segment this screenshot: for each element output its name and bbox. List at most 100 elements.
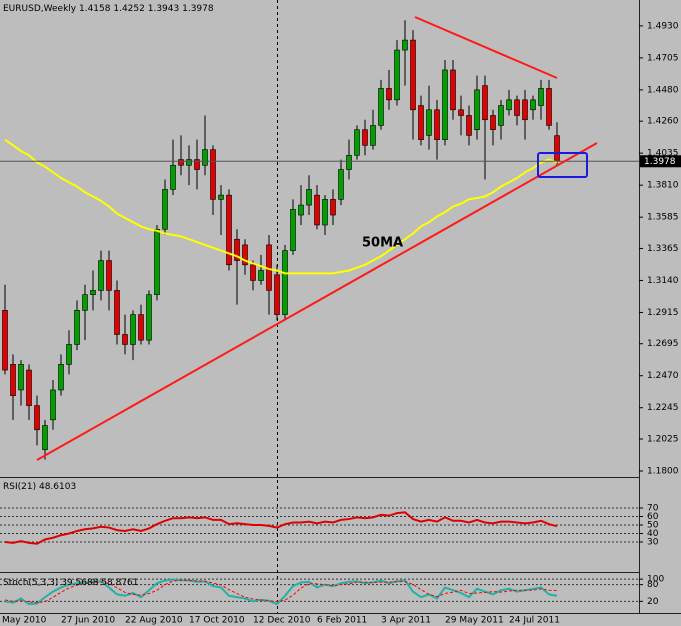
candle-body — [138, 314, 144, 341]
candle-body — [250, 264, 256, 281]
candle-body — [346, 155, 352, 170]
y-tick-label: 20 — [647, 597, 659, 607]
candle-body — [58, 364, 64, 391]
high-value: 1.4252 — [113, 4, 145, 14]
y-tick-label: 40 — [647, 529, 659, 539]
moving-average — [4, 138, 558, 275]
candle-body — [218, 194, 224, 200]
candle-body — [506, 99, 512, 111]
candle-body — [322, 199, 328, 226]
last-price-box — [640, 155, 681, 168]
candle-body — [466, 115, 472, 136]
candle-body — [282, 250, 288, 315]
candle-body — [514, 99, 520, 116]
candle-body — [330, 199, 336, 216]
y-tick-label: 70 — [647, 504, 659, 514]
candle-body — [194, 159, 200, 170]
candle-body — [530, 99, 536, 111]
candle-body — [458, 109, 464, 116]
candle-body — [274, 274, 280, 315]
y-tick-label: 1.2915 — [647, 308, 679, 318]
highlight-box — [537, 152, 588, 178]
candle-body — [234, 238, 240, 261]
candle-body — [498, 105, 504, 126]
candle-body — [114, 290, 120, 335]
candle-body — [42, 425, 48, 450]
indicator-line — [4, 578, 558, 606]
candle-body — [258, 270, 264, 281]
candle-body — [370, 125, 376, 146]
candle-body — [2, 310, 8, 371]
stoch-signal-value: 58.8761 — [101, 578, 138, 588]
candle-body — [170, 164, 176, 190]
y-tick-label: 50 — [647, 521, 659, 531]
rsi-title: RSI(21) — [3, 482, 36, 492]
x-tick-label: 24 Jul 2011 — [509, 616, 560, 626]
candle-body — [122, 334, 128, 345]
candle-body — [442, 69, 448, 140]
annotation: 50MA — [362, 236, 403, 251]
y-tick-label: 1.3365 — [647, 244, 679, 254]
candle-body — [386, 88, 392, 101]
candle-body — [538, 88, 544, 106]
candle-body — [74, 310, 80, 345]
candle-body — [18, 364, 24, 391]
candle-body — [474, 89, 480, 131]
x-tick-label: 3 Apr 2011 — [381, 616, 431, 626]
stoch-header: Stoch(5,3,3) 39.5688 58.8761 — [3, 578, 139, 588]
y-tick-label: 1.4480 — [647, 85, 679, 95]
chart-header: EURUSD,Weekly 1.4158 1.4252 1.3943 1.397… — [3, 4, 214, 14]
x-tick-label: May 2010 — [2, 616, 47, 626]
rsi-header: RSI(21) 48.6103 — [3, 482, 76, 492]
y-tick-label: 1.2245 — [647, 403, 679, 413]
candle-body — [34, 405, 40, 431]
candle-body — [242, 244, 248, 266]
candle-body — [522, 99, 528, 121]
candle-body — [210, 149, 216, 200]
candle-body — [490, 115, 496, 131]
candle-body — [186, 159, 192, 166]
candle-body — [554, 135, 560, 162]
low-value: 1.3943 — [148, 4, 180, 14]
candle-body — [290, 209, 296, 251]
rsi-value: 48.6103 — [39, 482, 76, 492]
trend-line — [36, 142, 598, 461]
x-tick-label: 27 Jun 2010 — [61, 616, 115, 626]
candle-body — [434, 109, 440, 140]
candle-body — [378, 88, 384, 126]
y-tick-label: 1.4035 — [647, 149, 679, 159]
plot-area: 1.4930 1.4705 1.4480 1.4260 1.4035 1.3810 1.35… — [0, 20, 681, 626]
stoch-title: Stoch(5,3,3) — [3, 578, 58, 588]
candle-body — [546, 88, 552, 126]
candle-body — [354, 129, 360, 156]
y-tick-label: 1.3810 — [647, 181, 679, 191]
candle-body — [338, 169, 344, 200]
candle-body — [26, 369, 32, 406]
y-tick-label: 1.2695 — [647, 339, 679, 349]
open-value: 1.4158 — [79, 4, 111, 14]
candle-body — [162, 189, 168, 230]
candle-body — [106, 260, 112, 291]
candle-body — [410, 39, 416, 111]
y-tick-label: 60 — [647, 512, 659, 522]
candle-body — [362, 129, 368, 146]
y-tick-label: 1.3585 — [647, 213, 679, 223]
stoch-main-value: 39.5688 — [61, 578, 98, 588]
candle-body — [298, 204, 304, 216]
candle-body — [50, 389, 56, 421]
candle-body — [418, 105, 424, 140]
x-tick-label: 12 Dec 2010 — [253, 616, 311, 626]
y-tick-label: 1.4705 — [647, 53, 679, 63]
candle-body — [10, 364, 16, 396]
candle-body — [154, 228, 160, 295]
candle-body — [202, 149, 208, 166]
x-tick-label: 22 Aug 2010 — [125, 616, 183, 626]
candle-body — [426, 109, 432, 136]
indicator-line — [4, 579, 558, 604]
indicator-line — [4, 511, 558, 545]
x-tick-label: 6 Feb 2011 — [317, 616, 367, 626]
x-tick-label: 17 Oct 2010 — [189, 616, 245, 626]
